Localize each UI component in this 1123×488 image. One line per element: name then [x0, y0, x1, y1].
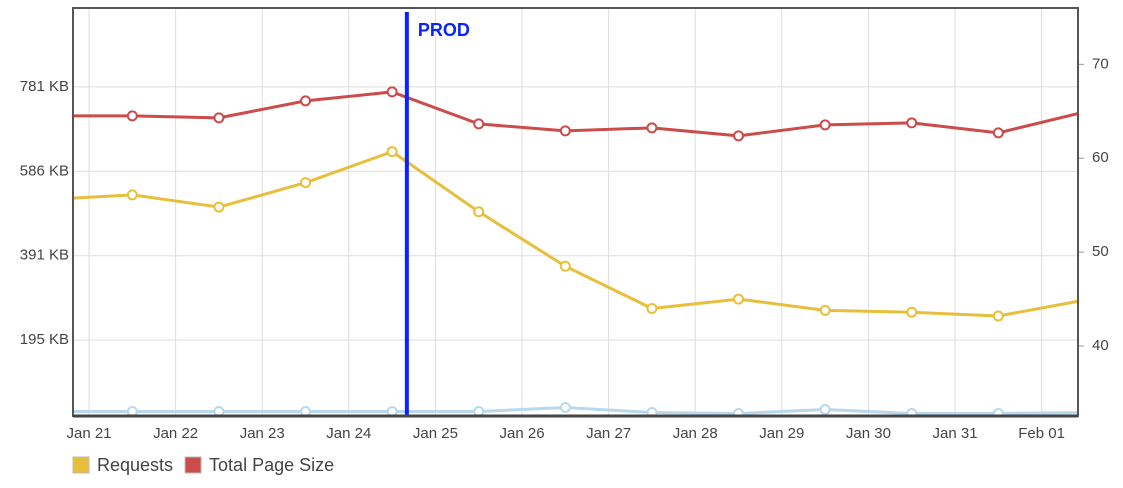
x-tick-label: Jan 26 [500, 425, 545, 442]
plot-frame [72, 7, 1079, 417]
point [386, 406, 398, 416]
point [1080, 408, 1089, 417]
legend-swatch [184, 456, 202, 474]
point [906, 407, 918, 416]
point [386, 146, 398, 158]
x-tick-label: Jan 25 [413, 425, 458, 442]
x-tick-label: Jan 31 [933, 425, 978, 442]
y2-tick-label: 70 [1092, 55, 1109, 72]
x-tick-label: Jan 29 [759, 425, 804, 442]
y-tick-label: 391 KB [20, 247, 69, 264]
point [992, 127, 1004, 139]
y-tick-label: 781 KB [20, 78, 69, 95]
point [126, 110, 138, 122]
point [41, 111, 50, 120]
point [473, 206, 485, 218]
point [473, 406, 485, 416]
point [41, 195, 50, 204]
point [819, 404, 831, 416]
point [213, 112, 225, 124]
point [126, 189, 138, 201]
point [300, 406, 312, 416]
y-tick-label: 195 KB [20, 331, 69, 348]
point [41, 407, 50, 416]
x-tick-label: Jan 27 [586, 425, 631, 442]
x-tick-label: Jan 28 [673, 425, 718, 442]
point [733, 130, 745, 142]
point [646, 407, 658, 416]
legend-swatch [72, 456, 90, 474]
point [906, 306, 918, 318]
point [213, 201, 225, 213]
point [819, 304, 831, 316]
point [1080, 107, 1089, 116]
plot [41, 86, 1089, 417]
point [300, 177, 312, 189]
legend-label: Total Page Size [209, 455, 334, 475]
y2-tick-label: 50 [1092, 243, 1109, 260]
point [386, 86, 398, 98]
x-tick-label: Jan 30 [846, 425, 891, 442]
point [992, 310, 1004, 322]
point [559, 125, 571, 137]
y2-tick-label: 40 [1092, 337, 1109, 354]
x-tick-label: Jan 23 [240, 425, 285, 442]
legend-label: Requests [97, 455, 173, 475]
point [819, 119, 831, 131]
point [733, 407, 745, 416]
point [1080, 296, 1089, 305]
point [646, 302, 658, 314]
x-tick-label: Jan 21 [66, 425, 111, 442]
point [992, 407, 1004, 416]
y2-tick-label: 60 [1092, 149, 1109, 166]
point [559, 402, 571, 414]
point [300, 95, 312, 107]
point [906, 117, 918, 129]
point [733, 293, 745, 305]
point [213, 406, 225, 416]
series-line [73, 150, 1078, 318]
point [126, 406, 138, 416]
x-tick-label: Jan 24 [326, 425, 371, 442]
x-tick-label: Feb 01 [1018, 425, 1065, 442]
y-tick-label: 586 KB [20, 162, 69, 179]
point [473, 118, 485, 130]
x-tick-label: Jan 22 [153, 425, 198, 442]
point [646, 122, 658, 134]
annotation-label: PROD [418, 20, 470, 40]
point [559, 260, 571, 272]
